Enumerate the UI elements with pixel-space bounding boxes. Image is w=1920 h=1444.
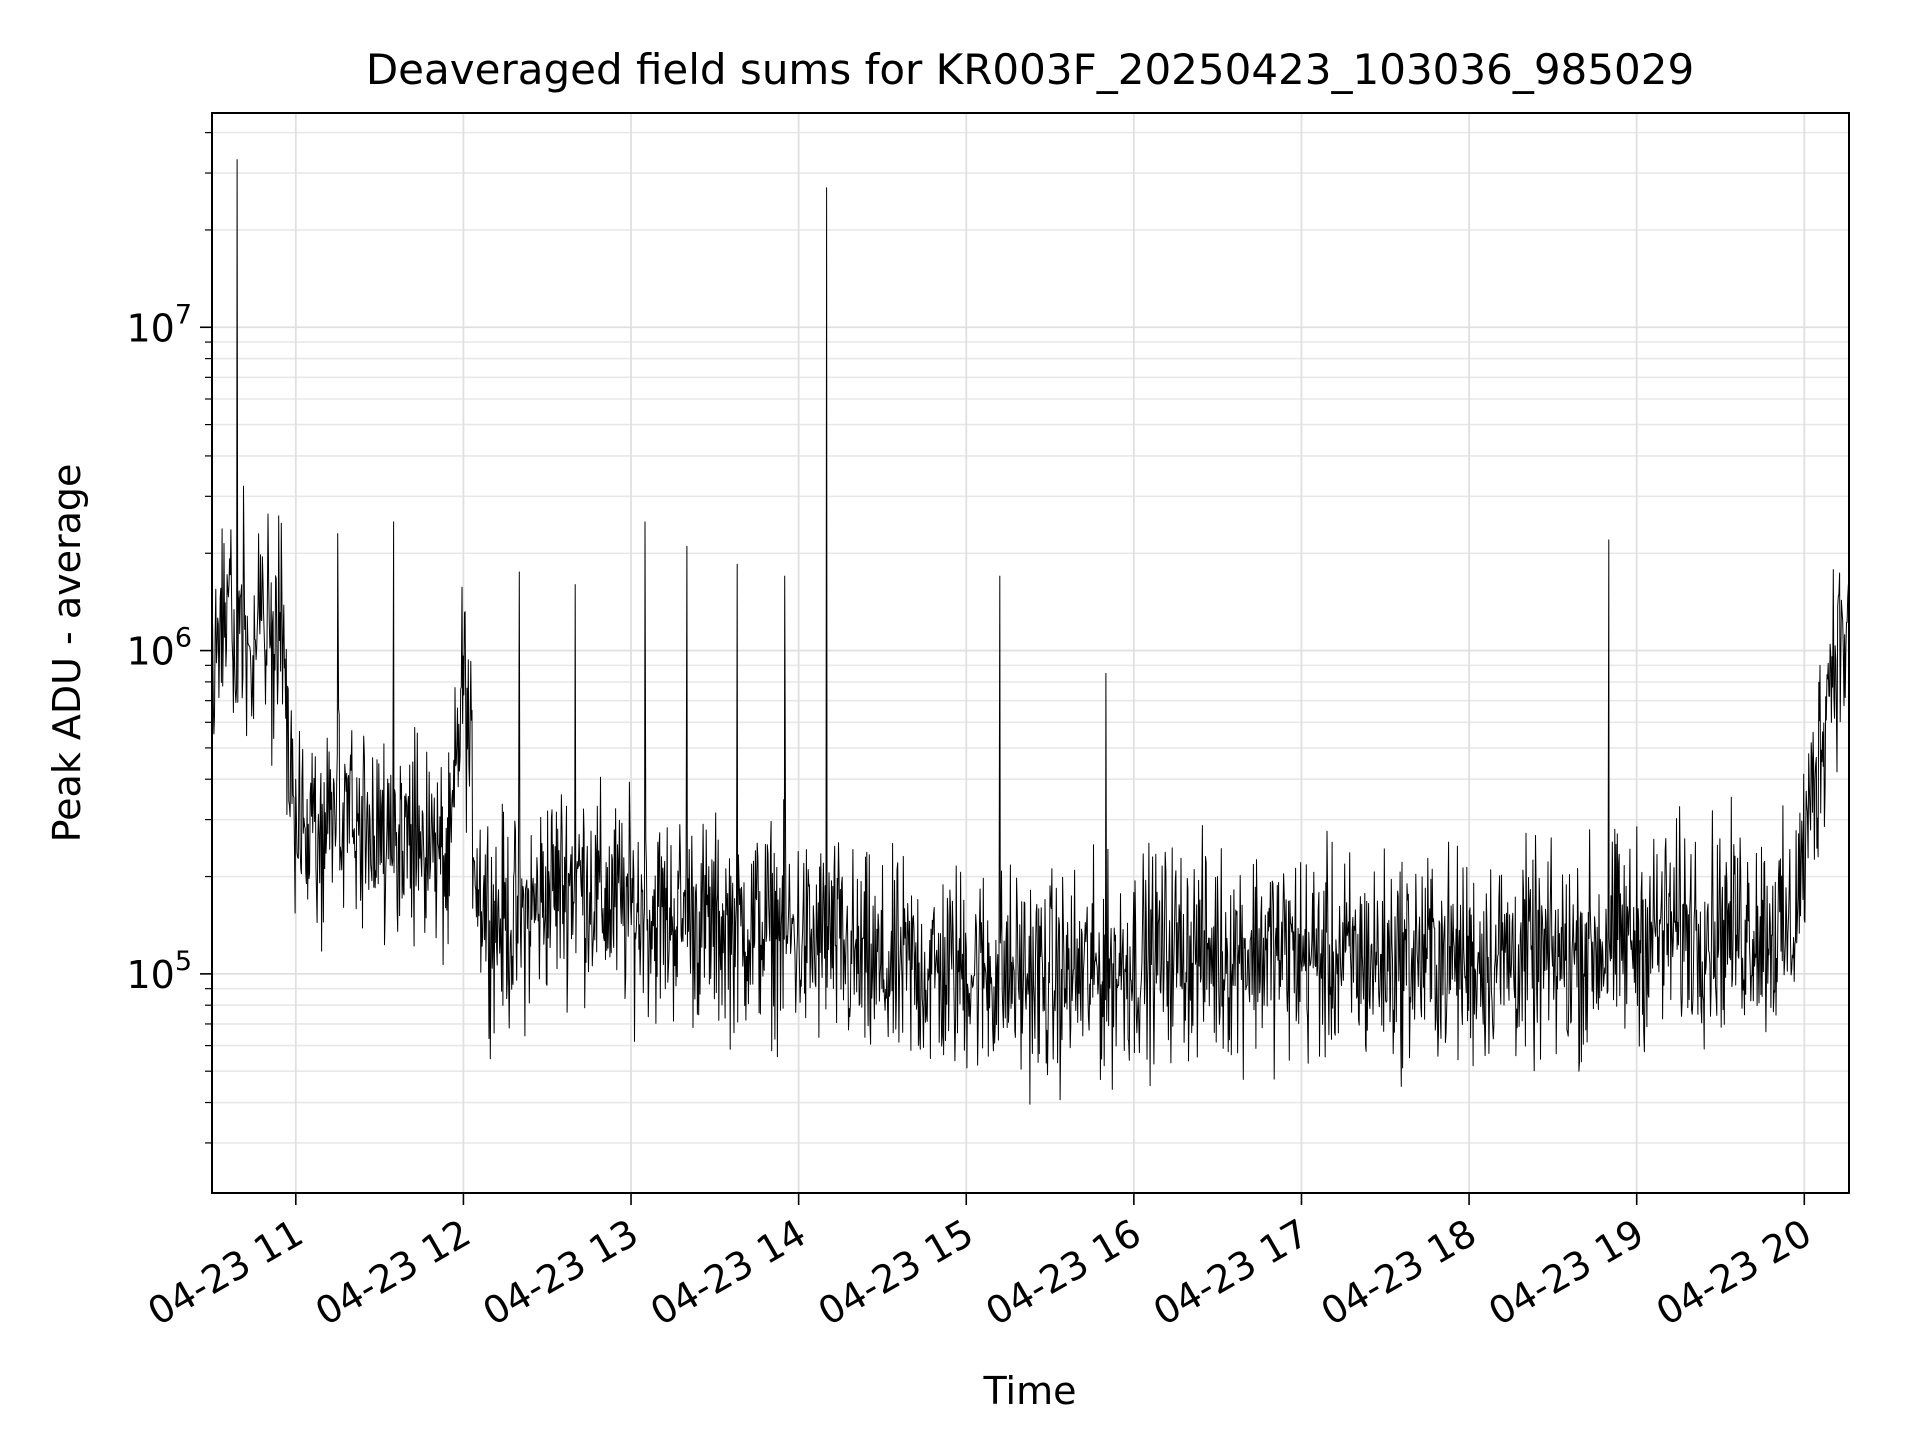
chart-title: Deaveraged field sums for KR003F_2025042… <box>366 45 1694 94</box>
plot-frame <box>211 112 1850 1194</box>
y-tick-label: 107 <box>126 299 192 350</box>
y-axis-label: Peak ADU - average <box>45 464 89 843</box>
y-tick-label: 105 <box>126 946 192 997</box>
x-axis-label: Time <box>983 1369 1077 1413</box>
y-tick-label: 106 <box>126 623 192 674</box>
series-line <box>211 159 1850 1105</box>
series-layer <box>211 159 1850 1105</box>
